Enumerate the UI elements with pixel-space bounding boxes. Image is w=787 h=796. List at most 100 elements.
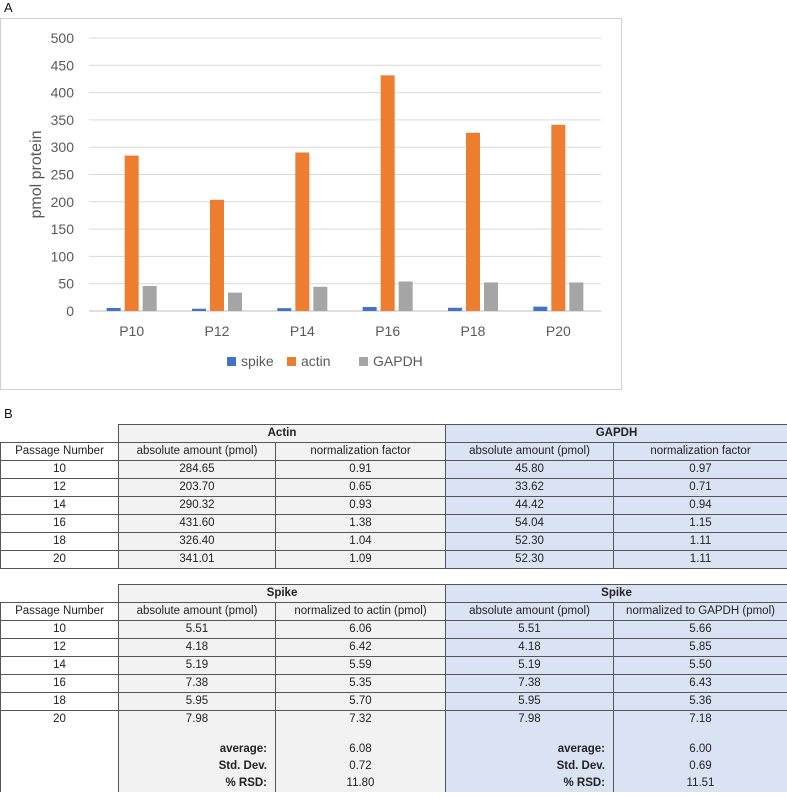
cell-passage-number: 12 bbox=[0, 638, 119, 657]
y-tick-label: 50 bbox=[58, 276, 74, 292]
col-header-spike-absolute-actin: absolute amount (pmol) bbox=[118, 602, 276, 621]
cell-spike-normalized-gapdh: 6.43 bbox=[613, 674, 787, 693]
bar-actin bbox=[380, 75, 395, 311]
stats-value-average-actin: 6.08 bbox=[275, 741, 446, 758]
empty-corner-cell bbox=[0, 584, 119, 603]
stats-label-stddev-actin: Std. Dev. bbox=[118, 758, 276, 775]
cell-actin-factor: 1.09 bbox=[275, 550, 446, 569]
empty-corner-cell bbox=[0, 424, 119, 443]
stats-empty-cell bbox=[0, 741, 119, 758]
stats-label-average-gapdh: average: bbox=[445, 741, 614, 758]
cell-gapdh-absolute: 52.30 bbox=[445, 550, 614, 569]
x-tick-label: P10 bbox=[119, 323, 144, 339]
cell-actin-factor: 1.38 bbox=[275, 514, 446, 533]
cell-gapdh-absolute: 45.80 bbox=[445, 460, 614, 479]
bar-actin bbox=[124, 155, 139, 311]
stats-label-rsd-gapdh: % RSD: bbox=[445, 775, 614, 792]
cell-gapdh-absolute: 44.42 bbox=[445, 496, 614, 515]
table-row: 16 431.60 1.38 54.04 1.15 bbox=[0, 514, 787, 533]
group-header-gapdh: GAPDH bbox=[445, 424, 787, 443]
y-tick-label: 400 bbox=[51, 85, 75, 101]
cell-passage-number: 18 bbox=[0, 532, 119, 551]
table-row: 16 7.38 5.35 7.38 6.43 bbox=[0, 674, 787, 693]
cell-spike-normalized-actin: 6.42 bbox=[275, 638, 446, 657]
stats-label-rsd-actin: % RSD: bbox=[118, 775, 276, 792]
table-row: 18 5.95 5.70 5.95 5.36 bbox=[0, 692, 787, 711]
col-header-gapdh-absolute: absolute amount (pmol) bbox=[445, 442, 614, 461]
cell-actin-absolute: 290.32 bbox=[118, 496, 276, 515]
cell-gapdh-absolute: 33.62 bbox=[445, 478, 614, 497]
cell-passage-number: 20 bbox=[0, 550, 119, 569]
cell-spike-normalized-gapdh: 5.85 bbox=[613, 638, 787, 657]
cell-spike-normalized-gapdh: 5.50 bbox=[613, 656, 787, 675]
stats-empty-cell bbox=[0, 724, 119, 741]
cell-actin-absolute: 326.40 bbox=[118, 532, 276, 551]
stats-value-stddev-actin: 0.72 bbox=[275, 758, 446, 775]
bar-spike bbox=[533, 306, 548, 311]
bar-gapdh bbox=[484, 282, 498, 311]
cell-actin-absolute: 284.65 bbox=[118, 460, 276, 479]
panel-b-label: B bbox=[4, 406, 13, 421]
y-tick-label: 300 bbox=[51, 139, 75, 155]
stats-empty-cell bbox=[118, 724, 276, 741]
cell-spike-absolute: 4.18 bbox=[445, 638, 614, 657]
cell-spike-normalized-gapdh: 5.66 bbox=[613, 620, 787, 639]
cell-spike-normalized-actin: 5.35 bbox=[275, 674, 446, 693]
table-column-header-row: Passage Number absolute amount (pmol) no… bbox=[0, 602, 787, 621]
normalization-factor-table: Actin GAPDH Passage Number absolute amou… bbox=[0, 424, 787, 569]
stats-value-average-gapdh: 6.00 bbox=[613, 741, 787, 758]
table-column-header-row: Passage Number absolute amount (pmol) no… bbox=[0, 442, 787, 461]
legend-label-actin: actin bbox=[301, 353, 331, 369]
stats-row-rsd: % RSD: 11.80 % RSD: 11.51 bbox=[0, 775, 787, 792]
cell-spike-normalized-gapdh: 5.36 bbox=[613, 692, 787, 711]
x-tick-label: P20 bbox=[546, 323, 571, 339]
stats-value-rsd-gapdh: 11.51 bbox=[613, 775, 787, 792]
col-header-normalized-actin: normalized to actin (pmol) bbox=[275, 602, 446, 621]
bar-gapdh bbox=[398, 281, 413, 311]
table-row: 10 284.65 0.91 45.80 0.97 bbox=[0, 460, 787, 479]
bar-spike bbox=[277, 308, 292, 311]
bar-gapdh bbox=[228, 292, 242, 311]
table-row: 14 5.19 5.59 5.19 5.50 bbox=[0, 656, 787, 675]
stats-label-average-actin: average: bbox=[118, 741, 276, 758]
bar-spike bbox=[192, 308, 206, 311]
stats-empty-cell bbox=[275, 724, 446, 741]
cell-passage-number: 16 bbox=[0, 674, 119, 693]
cell-actin-absolute: 431.60 bbox=[118, 514, 276, 533]
cell-spike-absolute: 5.51 bbox=[445, 620, 614, 639]
bar-gapdh bbox=[569, 282, 584, 311]
cell-spike-absolute: 4.18 bbox=[118, 638, 276, 657]
cell-gapdh-factor: 1.15 bbox=[613, 514, 787, 533]
legend-swatch-spike bbox=[227, 357, 236, 366]
cell-actin-factor: 0.65 bbox=[275, 478, 446, 497]
cell-passage-number: 14 bbox=[0, 656, 119, 675]
cell-spike-absolute: 5.95 bbox=[118, 692, 276, 711]
x-tick-label: P12 bbox=[205, 323, 230, 339]
bar-gapdh bbox=[313, 286, 328, 311]
cell-gapdh-factor: 0.97 bbox=[613, 460, 787, 479]
stats-empty-cell bbox=[0, 775, 119, 792]
col-header-normalized-gapdh: normalized to GAPDH (pmol) bbox=[613, 602, 787, 621]
cell-passage-number: 18 bbox=[0, 692, 119, 711]
cell-spike-normalized-actin: 6.06 bbox=[275, 620, 446, 639]
col-header-actin-absolute: absolute amount (pmol) bbox=[118, 442, 276, 461]
table-row: 14 290.32 0.93 44.42 0.94 bbox=[0, 496, 787, 515]
cell-spike-absolute: 5.51 bbox=[118, 620, 276, 639]
bar-actin bbox=[295, 152, 310, 311]
legend-label-spike: spike bbox=[241, 353, 274, 369]
y-tick-label: 500 bbox=[51, 30, 75, 46]
col-header-passage: Passage Number bbox=[0, 442, 119, 461]
table-row: 12 4.18 6.42 4.18 5.85 bbox=[0, 638, 787, 657]
cell-gapdh-factor: 1.11 bbox=[613, 550, 787, 569]
stats-label-stddev-gapdh: Std. Dev. bbox=[445, 758, 614, 775]
bar-gapdh bbox=[142, 285, 157, 311]
y-tick-label: 0 bbox=[66, 303, 74, 319]
group-header-actin: Actin bbox=[118, 424, 446, 443]
spike-normalized-table: Spike Spike Passage Number absolute amou… bbox=[0, 584, 787, 729]
stats-empty-cell bbox=[0, 758, 119, 775]
cell-spike-absolute: 7.38 bbox=[445, 674, 614, 693]
cell-passage-number: 10 bbox=[0, 620, 119, 639]
cell-gapdh-absolute: 54.04 bbox=[445, 514, 614, 533]
cell-passage-number: 14 bbox=[0, 496, 119, 515]
bar-spike bbox=[448, 307, 462, 311]
